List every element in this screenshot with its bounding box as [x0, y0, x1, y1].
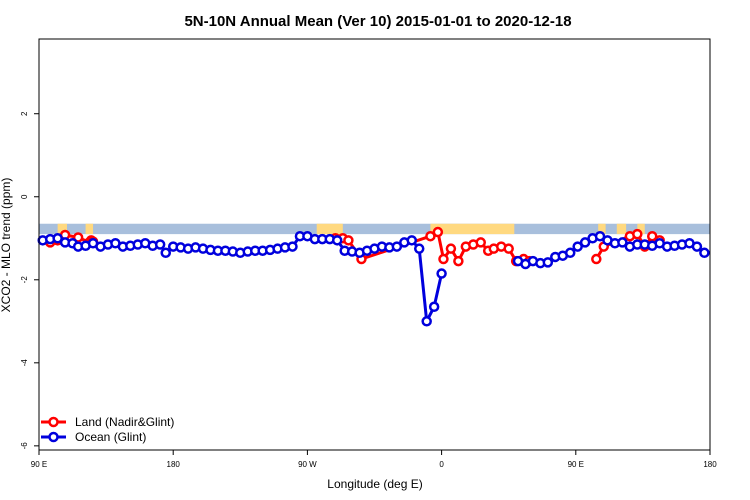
series-ocean	[37, 230, 710, 327]
data-point	[425, 230, 436, 242]
data-point	[632, 228, 643, 240]
land-band-segment	[616, 223, 627, 235]
land-band-segment	[637, 223, 645, 235]
data-point	[503, 243, 514, 254]
data-point	[594, 230, 606, 242]
legend-ocean-marker	[48, 431, 59, 443]
legend-land-label: Land (Nadir&Glint)	[75, 415, 174, 429]
data-point	[154, 239, 166, 250]
data-point	[436, 268, 447, 279]
x-tick-label: 90 E	[31, 460, 47, 469]
data-point	[579, 237, 591, 248]
land-band-segment	[598, 223, 606, 235]
data-point	[646, 230, 658, 242]
land-band-segment	[316, 223, 343, 235]
data-point	[453, 255, 464, 267]
plot-area	[37, 38, 711, 451]
plot-frame	[38, 38, 711, 451]
land-band-segment	[85, 223, 94, 235]
y-axis-label: XCO2 - MLO trend (ppm)	[0, 178, 13, 313]
data-point	[343, 235, 354, 246]
x-axis-label: Longitude (deg E)	[327, 477, 422, 491]
data-point	[564, 247, 576, 259]
data-point	[617, 237, 628, 248]
data-point	[413, 243, 425, 254]
data-point	[699, 247, 710, 259]
legend-ocean-label: Ocean (Glint)	[75, 430, 146, 444]
x-tick-label: 90 E	[568, 460, 584, 469]
data-point	[331, 235, 343, 246]
data-point	[287, 241, 298, 252]
legend: Land (Nadir&Glint) Ocean (Glint)	[41, 415, 174, 444]
y-tick-label: -4	[20, 359, 29, 367]
y-tick-label: -6	[20, 442, 29, 450]
x-tick-label: 0	[439, 460, 444, 469]
legend-item-land: Land (Nadir&Glint)	[41, 415, 174, 429]
data-point	[52, 233, 63, 244]
x-tick-label: 180	[703, 460, 717, 469]
chart-title: 5N-10N Annual Mean (Ver 10) 2015-01-01 t…	[184, 13, 571, 30]
data-point	[445, 243, 457, 254]
x-tick-label: 90 W	[298, 460, 317, 469]
data-point	[432, 226, 444, 238]
data-point	[572, 241, 583, 252]
y-tick-label: -2	[20, 276, 29, 284]
land-band-segment	[430, 223, 515, 235]
data-point	[421, 316, 432, 327]
data-point	[475, 237, 486, 248]
land-band-segment	[57, 223, 67, 235]
legend-item-ocean: Ocean (Glint)	[41, 430, 146, 444]
data-point	[438, 253, 449, 265]
data-point	[542, 257, 554, 268]
data-point	[406, 235, 418, 246]
x-axis: 90 E 180 90 W 0 90 E 180	[31, 450, 717, 469]
sea-band	[39, 223, 710, 235]
y-axis: -6 -4 -2 0 2	[20, 111, 39, 449]
y-tick-label: 2	[20, 111, 29, 116]
data-point	[428, 301, 440, 313]
data-point	[391, 241, 403, 252]
land-sea-band	[39, 223, 710, 235]
legend-land-marker	[48, 416, 59, 428]
y-tick-label: 0	[20, 194, 29, 199]
data-point	[691, 241, 703, 252]
series-layer	[37, 226, 710, 327]
data-point	[591, 253, 602, 265]
data-point	[160, 247, 171, 259]
x-tick-label: 180	[167, 460, 181, 469]
